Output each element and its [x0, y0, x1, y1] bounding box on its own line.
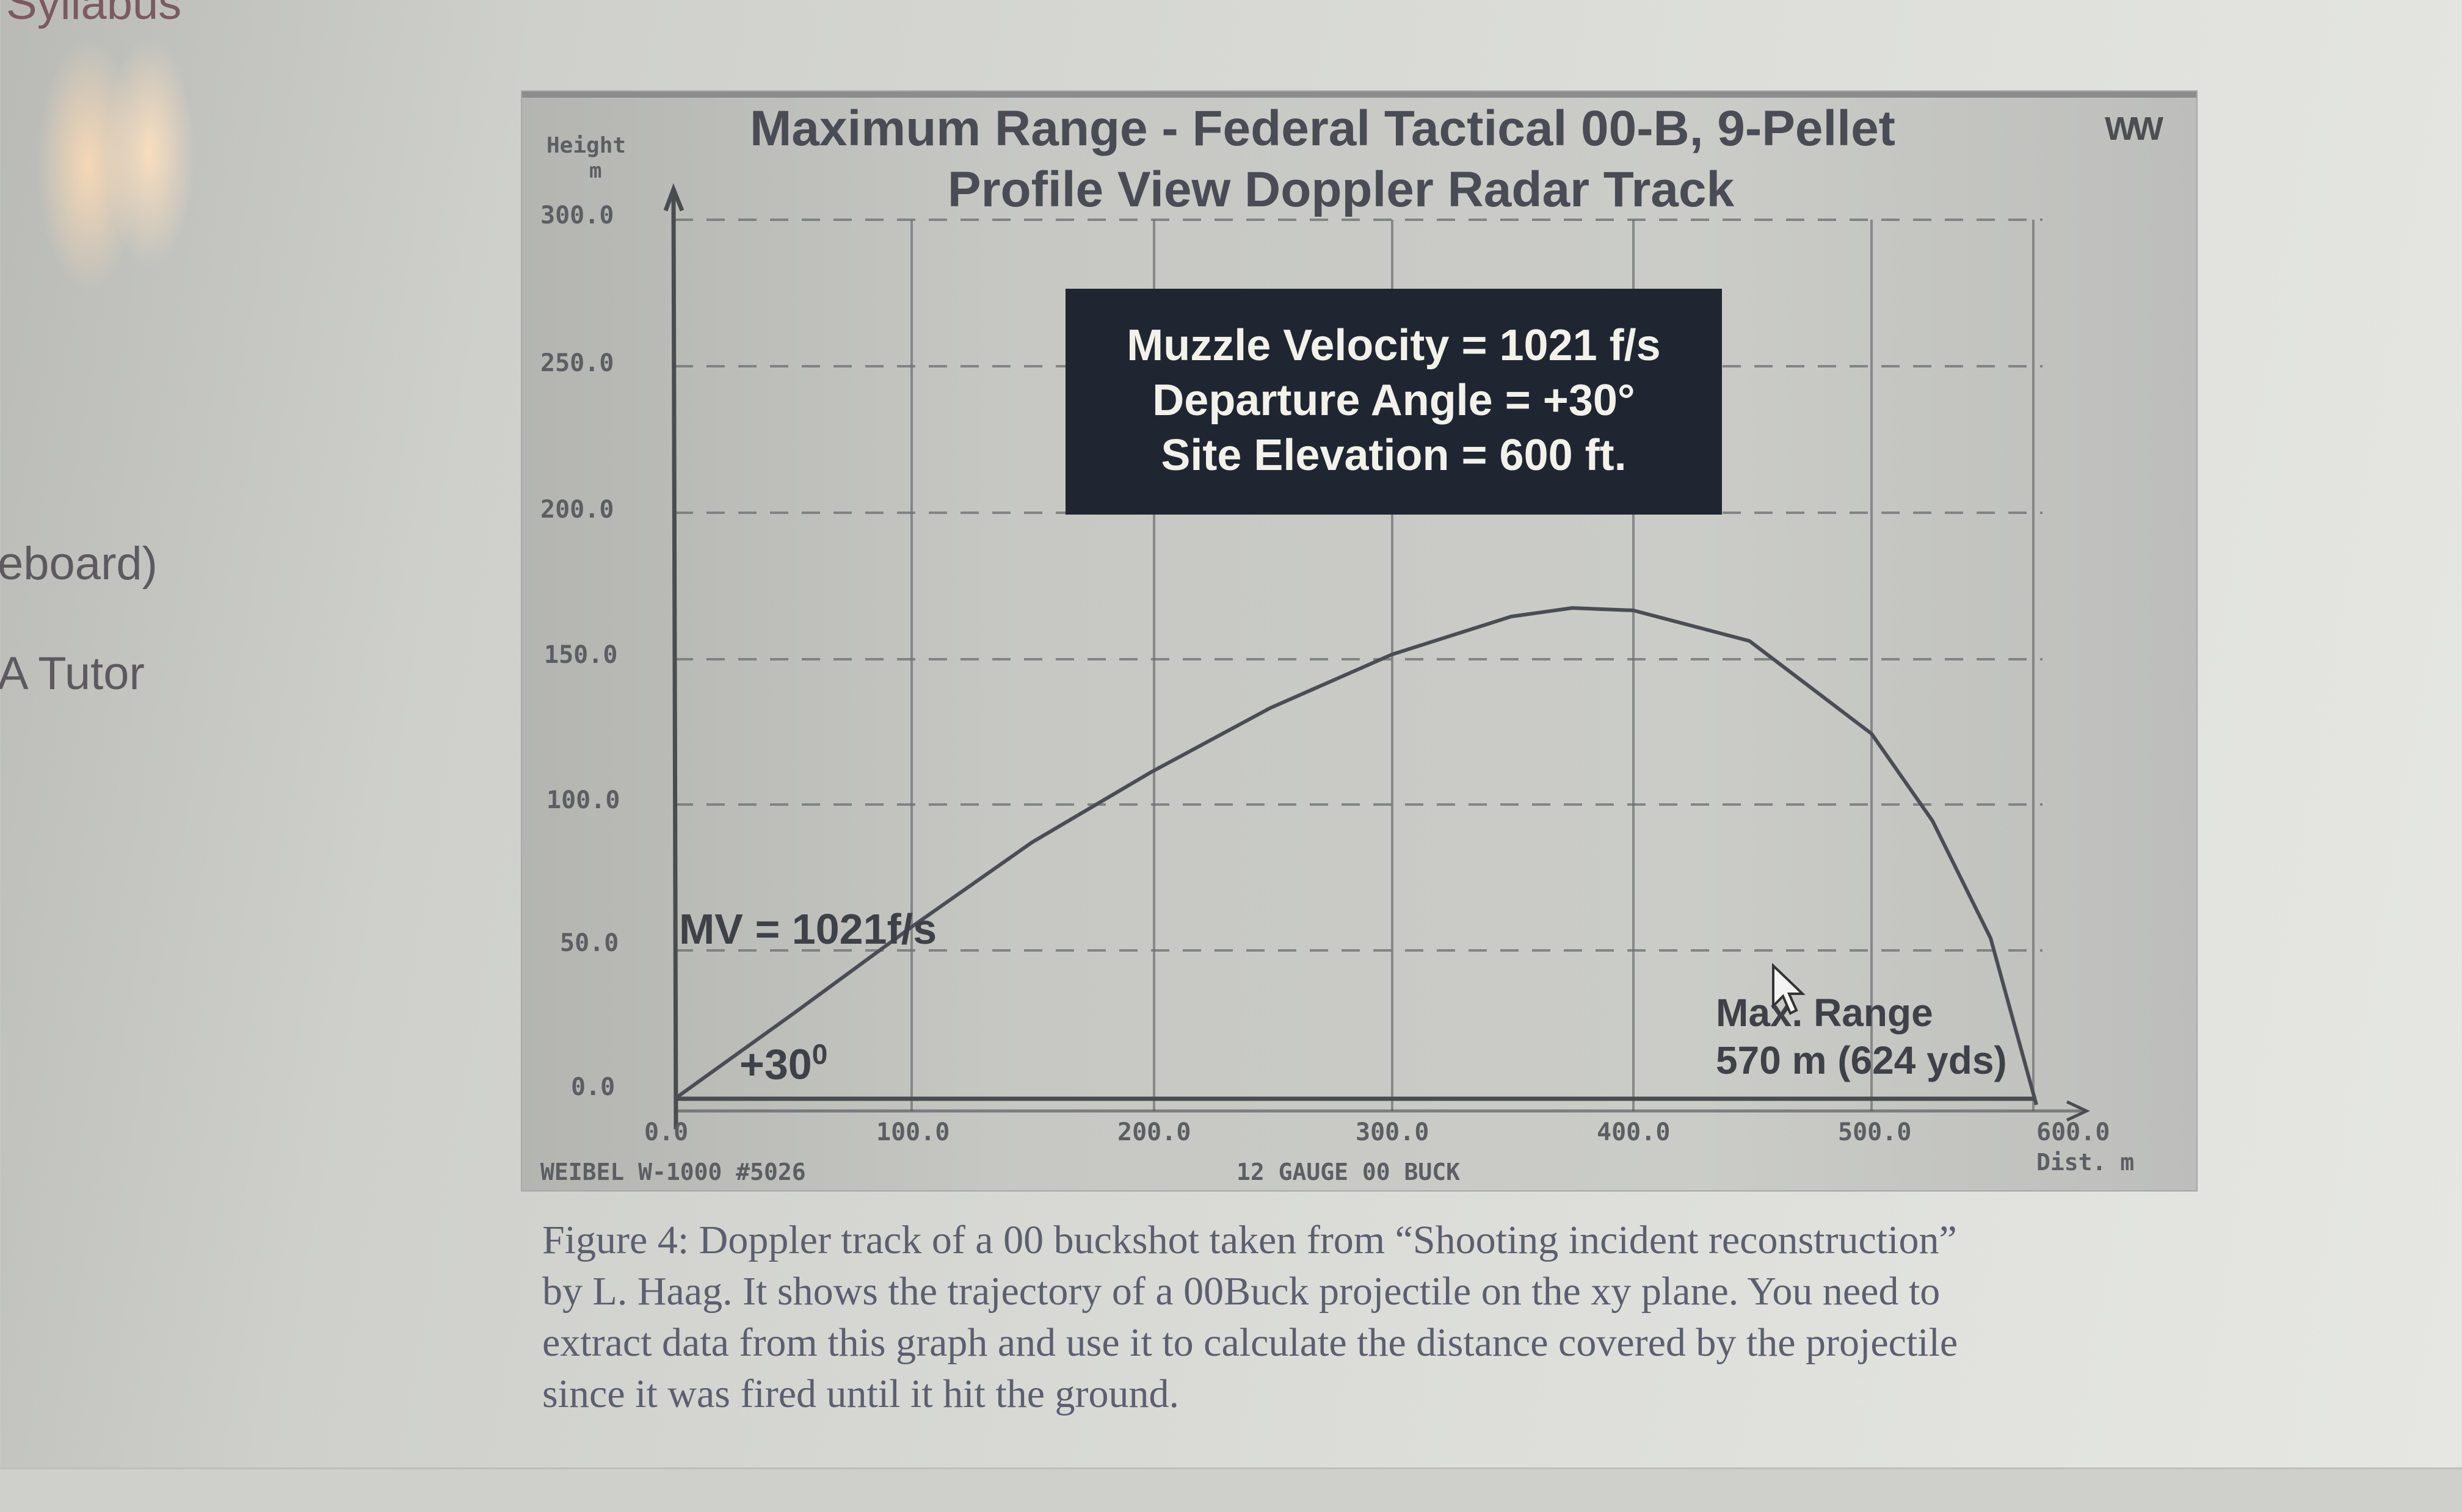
x-tick-label: 400.0: [1597, 1118, 1671, 1146]
muzzle-velocity-text: Muzzle Velocity = 1021 f/s: [1127, 321, 1661, 370]
trajectory-curve: [674, 606, 2038, 1105]
x-tick-label: 200.0: [1117, 1118, 1191, 1146]
y-tick-label: 0.0: [571, 1073, 616, 1101]
caption-line: extract data from this graph and use it …: [542, 1320, 1958, 1365]
x-axis-title: Dist. m: [2036, 1149, 2135, 1176]
y-tick-label: 150.0: [544, 641, 618, 669]
chart-figure: Maximum Range - Federal Tactical 00-B, 9…: [522, 92, 2196, 1190]
caption-line: by L. Haag. It shows the trajectory of a…: [542, 1269, 1941, 1314]
max-range-title: Max. Range: [1716, 991, 1933, 1035]
x-tick-label: 0.0: [644, 1118, 689, 1146]
y-axis-title: Height: [547, 133, 626, 158]
max-range-value: 570 m (624 yds): [1716, 1038, 2007, 1082]
caption-line: Figure 4: Doppler track of a 00 buckshot…: [542, 1218, 1957, 1262]
y-axis-unit: m: [589, 159, 602, 183]
angle-value: +30: [739, 1040, 812, 1088]
max-range-annotation: Max. Range 570 m (624 yds): [1716, 989, 2007, 1084]
x-tick-label: 600.0: [2036, 1118, 2110, 1146]
chart-subtitle: Profile View Doppler Radar Track: [947, 162, 1735, 217]
x-tick-label: 300.0: [1356, 1118, 1429, 1146]
y-tick-label: 50.0: [560, 929, 619, 957]
corner-logo: WW: [2105, 110, 2163, 147]
figure-caption: Figure 4: Doppler track of a 00 buckshot…: [542, 1215, 2191, 1420]
caption-line: since it was fired until it hit the grou…: [542, 1372, 1179, 1416]
sidebar-item-syllabus[interactable]: Syllabus: [6, 0, 182, 29]
axes: [663, 183, 2090, 1130]
site-elevation-text: Site Elevation = 600 ft.: [1161, 431, 1627, 480]
bottom-bar: [0, 1467, 2462, 1512]
angle-annotation: +300: [739, 1038, 827, 1088]
mouse-pointer-icon: [1772, 963, 1806, 1015]
sidebar-item-whiteboard[interactable]: eboard): [0, 538, 158, 590]
y-tick-label: 100.0: [547, 786, 620, 814]
ammo-label: 12 GAUGE 00 BUCK: [1236, 1159, 1461, 1185]
instrument-label: WEIBEL W-1000 #5026: [540, 1159, 806, 1185]
mv-annotation: MV = 1021f/s: [679, 905, 937, 953]
x-tick-label: 100.0: [876, 1118, 950, 1146]
sidebar-item-tutor[interactable]: A Tutor: [0, 648, 145, 700]
chart-title: Maximum Range - Federal Tactical 00-B, 9…: [750, 101, 1895, 156]
screen-glare: [104, 37, 195, 269]
y-tick-label: 300.0: [540, 201, 614, 230]
angle-degree: 0: [812, 1038, 828, 1070]
x-tick-label: 500.0: [1838, 1118, 1912, 1146]
info-box: Muzzle Velocity = 1021 f/s Departure Ang…: [1066, 289, 1722, 515]
y-tick-label: 200.0: [540, 496, 614, 524]
departure-angle-text: Departure Angle = +30°: [1152, 376, 1635, 425]
y-tick-label: 250.0: [540, 349, 614, 377]
